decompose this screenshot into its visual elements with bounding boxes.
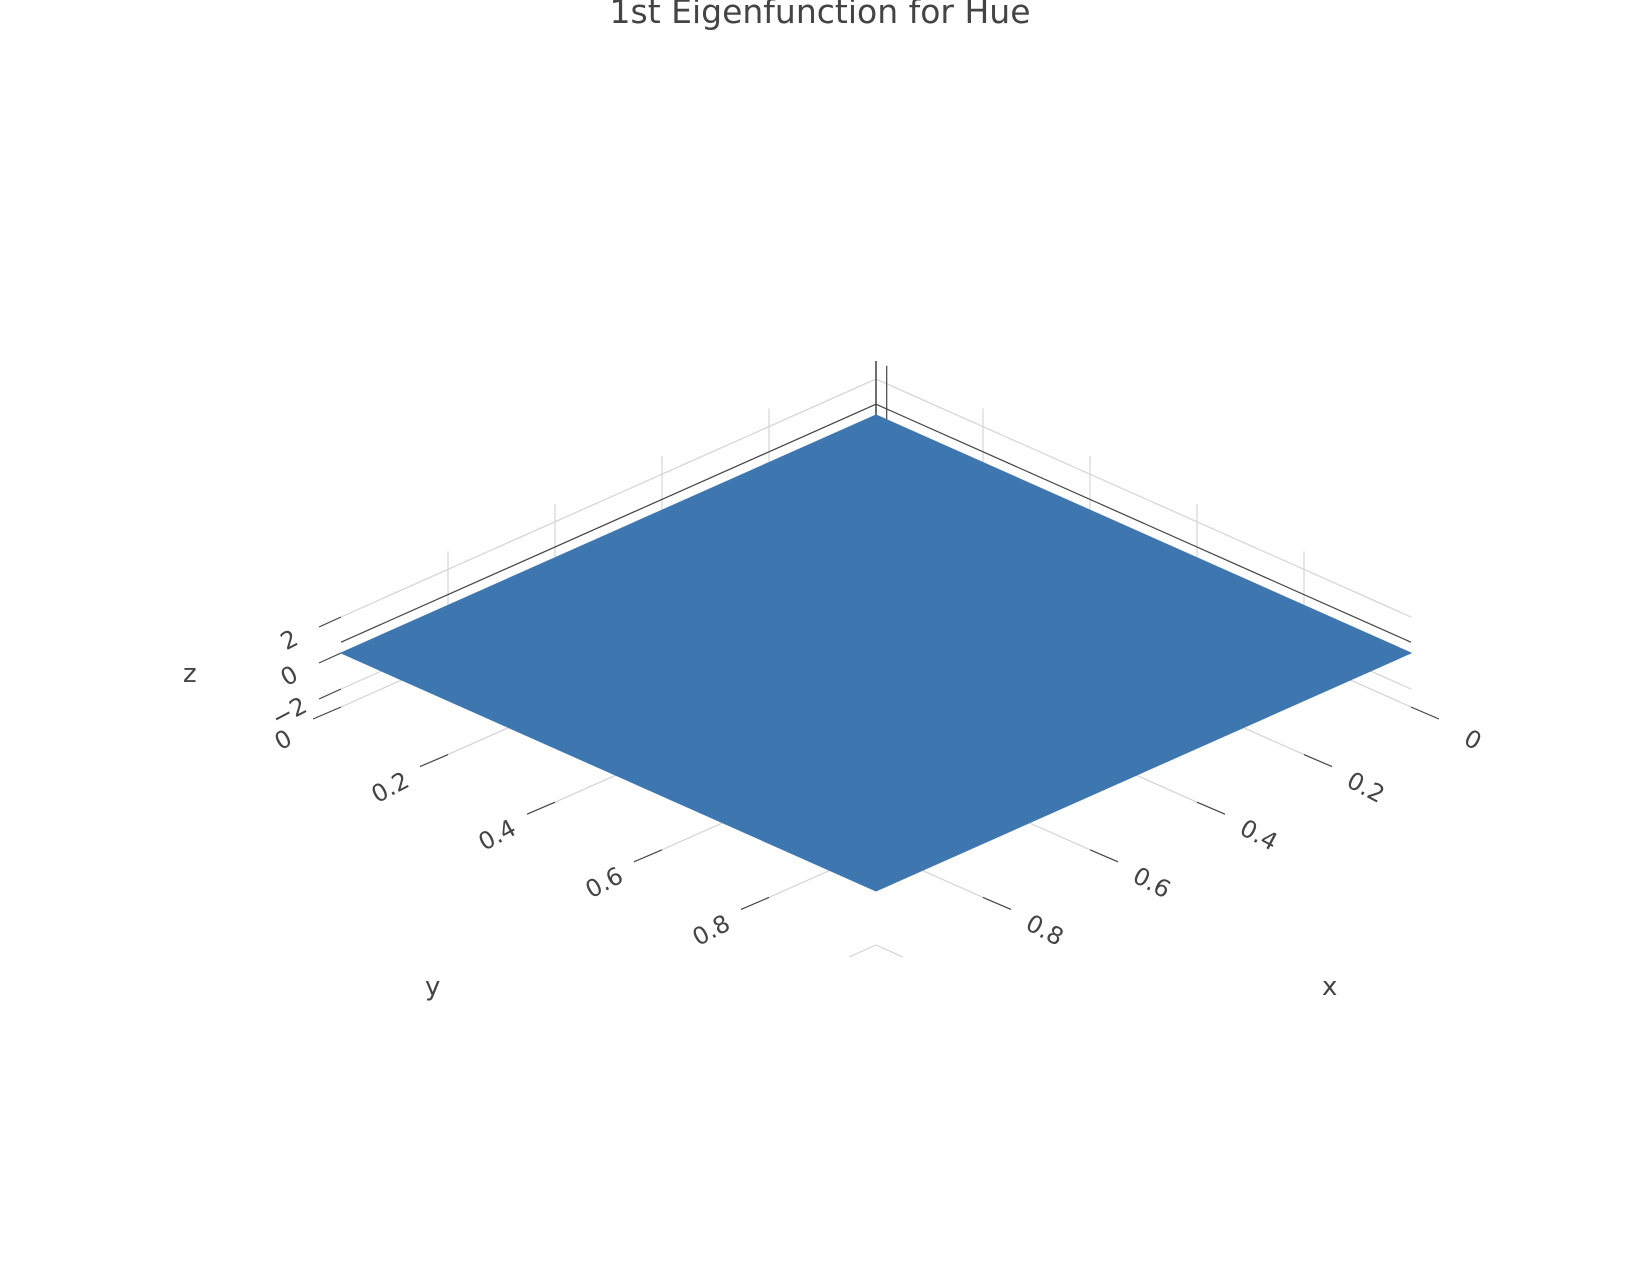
y-tick-mark bbox=[740, 896, 770, 910]
chart-title: 1st Eigenfunction for Hue bbox=[609, 0, 1031, 31]
corner-gridline bbox=[849, 944, 877, 958]
x-tick-label: 0.4 bbox=[1235, 814, 1282, 857]
z-gridline-left bbox=[875, 378, 1412, 618]
z-gridline-right bbox=[340, 378, 877, 618]
z-tick-label: 2 bbox=[276, 624, 303, 656]
z-tick-mark bbox=[318, 652, 342, 664]
y-tick-mark bbox=[312, 706, 342, 720]
x-tick-label: 0 bbox=[1459, 724, 1486, 756]
z-tick-mark bbox=[318, 616, 342, 628]
corner-gridline bbox=[875, 944, 903, 958]
x-tick-mark bbox=[982, 896, 1012, 910]
z-tick-label: −2 bbox=[267, 691, 311, 732]
surface-plane[interactable] bbox=[339, 414, 1413, 892]
x-tick-label: 0.2 bbox=[1342, 766, 1389, 809]
y-tick-mark bbox=[526, 801, 556, 815]
y-tick-label: 0.4 bbox=[474, 814, 521, 857]
back-left-edge bbox=[875, 403, 1412, 643]
z-tick-label: 0 bbox=[276, 660, 303, 692]
x-tick-mark bbox=[1196, 801, 1226, 815]
back-right-edge bbox=[340, 403, 877, 643]
y-tick-label: 0.6 bbox=[581, 861, 628, 904]
x-tick-label: 0.6 bbox=[1128, 861, 1175, 904]
z-tick-mark bbox=[318, 688, 342, 700]
z-tick-labels: 2 0−2 bbox=[267, 616, 342, 733]
x-axis-title: x bbox=[1322, 972, 1337, 1002]
x-tick-mark bbox=[1089, 849, 1119, 863]
z-axis-title: z bbox=[183, 659, 197, 689]
x-tick-mark bbox=[1410, 706, 1440, 720]
y-tick-label: 0.2 bbox=[367, 766, 414, 809]
x-tick-label: 0.8 bbox=[1021, 909, 1068, 952]
x-tick-mark bbox=[1303, 754, 1333, 768]
y-axis-title: y bbox=[425, 972, 440, 1002]
y-tick-mark bbox=[419, 754, 449, 768]
y-tick-mark bbox=[633, 849, 663, 863]
y-tick-label: 0.8 bbox=[688, 909, 735, 952]
